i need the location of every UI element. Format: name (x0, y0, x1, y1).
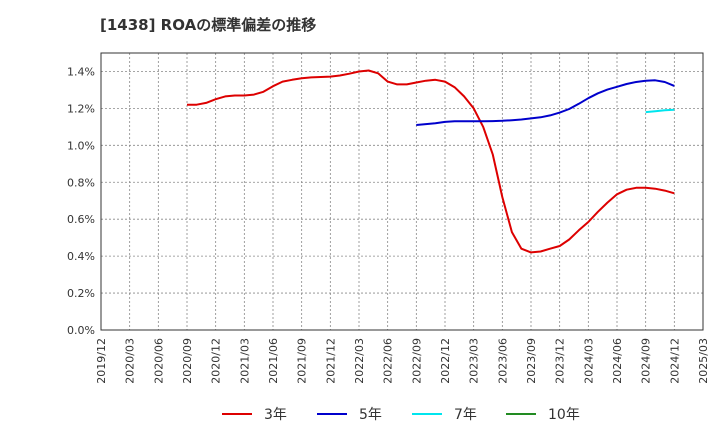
x-tick-label: 2021/03 (238, 338, 251, 384)
y-tick-label: 1.0% (67, 139, 95, 152)
x-tick-label: 2023/09 (525, 338, 538, 384)
x-tick-label: 2020/12 (210, 338, 223, 384)
legend-label-5年: 5年 (359, 407, 382, 423)
x-tick-label: 2020/03 (124, 338, 137, 384)
legend-label-3年: 3年 (264, 407, 287, 423)
x-tick-label: 2022/03 (353, 338, 366, 384)
x-tick-label: 2022/09 (410, 338, 423, 384)
legend-label-7年: 7年 (454, 407, 477, 423)
y-tick-label: 1.2% (67, 102, 95, 115)
y-tick-label: 0.2% (67, 287, 95, 300)
x-tick-label: 2024/12 (668, 338, 681, 384)
y-tick-label: 0.4% (67, 250, 95, 263)
chart-title: [1438] ROAの標準偏差の推移 (100, 16, 317, 34)
y-tick-label: 1.4% (67, 65, 95, 78)
legend-label-10年: 10年 (548, 407, 580, 423)
grid-layer (101, 53, 703, 330)
x-tick-label: 2025/03 (697, 338, 710, 384)
axis-layer: 0.0% 0.2% 0.4% 0.6% 0.8% 1.0% 1.2% 1.4% 2019/12 2… (67, 52, 710, 384)
series-line-5年 (416, 79, 675, 126)
x-tick-label: 2019/12 (95, 338, 108, 384)
x-tick-label: 2024/09 (640, 338, 653, 384)
plot-border (100, 52, 704, 331)
x-tick-label: 2023/12 (554, 338, 567, 384)
x-tick-label: 2021/09 (296, 338, 309, 384)
x-tick-label: 2020/09 (181, 338, 194, 384)
x-tick-label: 2023/06 (496, 338, 509, 384)
x-tick-label: 2023/03 (468, 338, 481, 384)
x-tick-label: 2021/12 (324, 338, 337, 384)
y-tick-label: 0.0% (67, 324, 95, 337)
y-tick-label: 0.6% (67, 213, 95, 226)
x-tick-label: 2024/06 (611, 338, 624, 384)
x-tick-label: 2024/03 (582, 338, 595, 384)
x-tick-label: 2022/06 (382, 338, 395, 384)
legend: 3年 5年 7年 10年 (222, 407, 580, 423)
series-line-3年 (187, 69, 675, 254)
x-tick-label: 2021/06 (267, 338, 280, 384)
y-tick-label: 0.8% (67, 176, 95, 189)
x-tick-label: 2022/12 (439, 338, 452, 384)
series-line-7年 (645, 108, 675, 114)
series-layer (187, 69, 675, 254)
x-tick-label: 2020/06 (152, 338, 165, 384)
plot-area (101, 53, 703, 330)
